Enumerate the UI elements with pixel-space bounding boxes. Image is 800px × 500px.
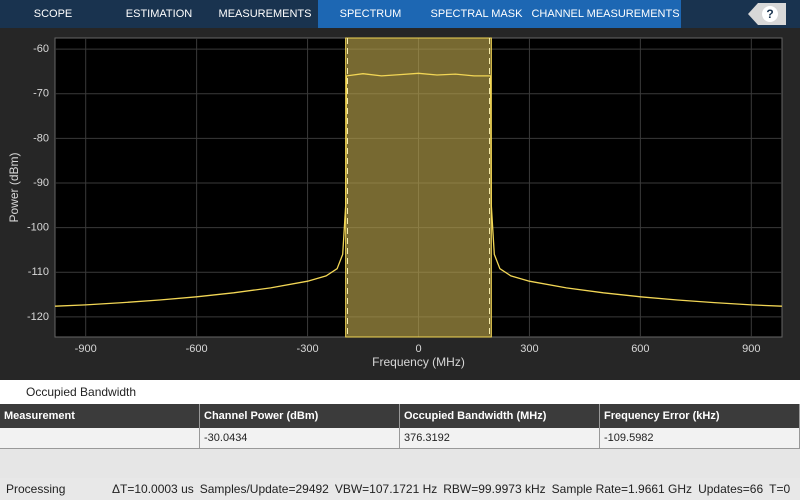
tab[interactable]: CHANNEL MEASUREMENTS <box>530 0 681 28</box>
status-bar: Processing ΔT=10.0003 us Samples/Update=29… <box>0 478 800 500</box>
table-header: Measurement Channel Power (dBm) Occupied B… <box>0 404 800 428</box>
x-axis-label: Frequency (MHz) <box>372 355 465 369</box>
y-tick-label: -60 <box>33 43 49 55</box>
y-tick-label: -90 <box>33 177 49 189</box>
x-tick-label: -600 <box>186 343 208 355</box>
y-axis-label: Power (dBm) <box>7 152 21 222</box>
table-cell: -30.0434 <box>200 428 400 449</box>
header-cell: Occupied Bandwidth (MHz) <box>400 404 600 428</box>
table-cell: 376.3192 <box>400 428 600 449</box>
y-tick-label: -100 <box>27 222 49 234</box>
tab[interactable]: SCOPE <box>33 8 73 20</box>
header-cell: Measurement <box>0 404 200 428</box>
spectrum-plot: -60 -70 -80 -90 -100 -110 -120 -900 -600 -300 0 300… <box>7 37 783 369</box>
y-tick-label: -110 <box>28 266 49 278</box>
help-button[interactable]: ? <box>762 6 778 22</box>
table-cell <box>0 428 200 449</box>
tab[interactable]: ESTIMATION <box>125 8 193 20</box>
x-tick-label: 600 <box>631 343 649 355</box>
x-tick-label: -900 <box>75 343 97 355</box>
tab[interactable]: SPECTRAL MASK <box>423 0 530 28</box>
tab[interactable]: SPECTRUM <box>318 0 423 28</box>
y-tick-label: -80 <box>33 132 49 144</box>
table-cell: -109.5982 <box>600 428 800 449</box>
status-item: T=0 <box>769 482 791 496</box>
x-tick-label: -300 <box>297 343 319 355</box>
x-tick-label: 300 <box>520 343 538 355</box>
y-tick-label: -70 <box>33 88 49 100</box>
status-item: Samples/Update=29492 <box>199 482 329 496</box>
status-state: Processing <box>6 482 66 496</box>
panel-title: Occupied Bandwidth <box>0 380 800 404</box>
y-tick-label: -120 <box>27 311 49 323</box>
table-row: -30.0434 376.3192 -109.5982 <box>0 428 800 452</box>
status-item: VBW=107.1721 Hz <box>334 482 438 496</box>
toolbar: SCOPE ESTIMATION MEASUREMENTS SPECTRUM SPECT… <box>0 0 800 28</box>
tab[interactable]: MEASUREMENTS <box>218 8 312 20</box>
header-cell: Channel Power (dBm) <box>200 404 400 428</box>
x-tick-label: 900 <box>742 343 760 355</box>
measurement-panel: Occupied Bandwidth Measurement Channel Po… <box>0 380 800 478</box>
status-item: RBW=99.9973 kHz <box>443 482 546 496</box>
spectrum-line <box>54 72 783 307</box>
x-tick-label: 0 <box>415 343 421 355</box>
header-cell: Frequency Error (kHz) <box>600 404 800 428</box>
occupied-band <box>345 37 492 338</box>
status-item: ΔT=10.0003 us <box>112 482 194 496</box>
status-item: Sample Rate=1.9661 GHz <box>551 482 693 496</box>
status-item: Updates=66 <box>698 482 764 496</box>
